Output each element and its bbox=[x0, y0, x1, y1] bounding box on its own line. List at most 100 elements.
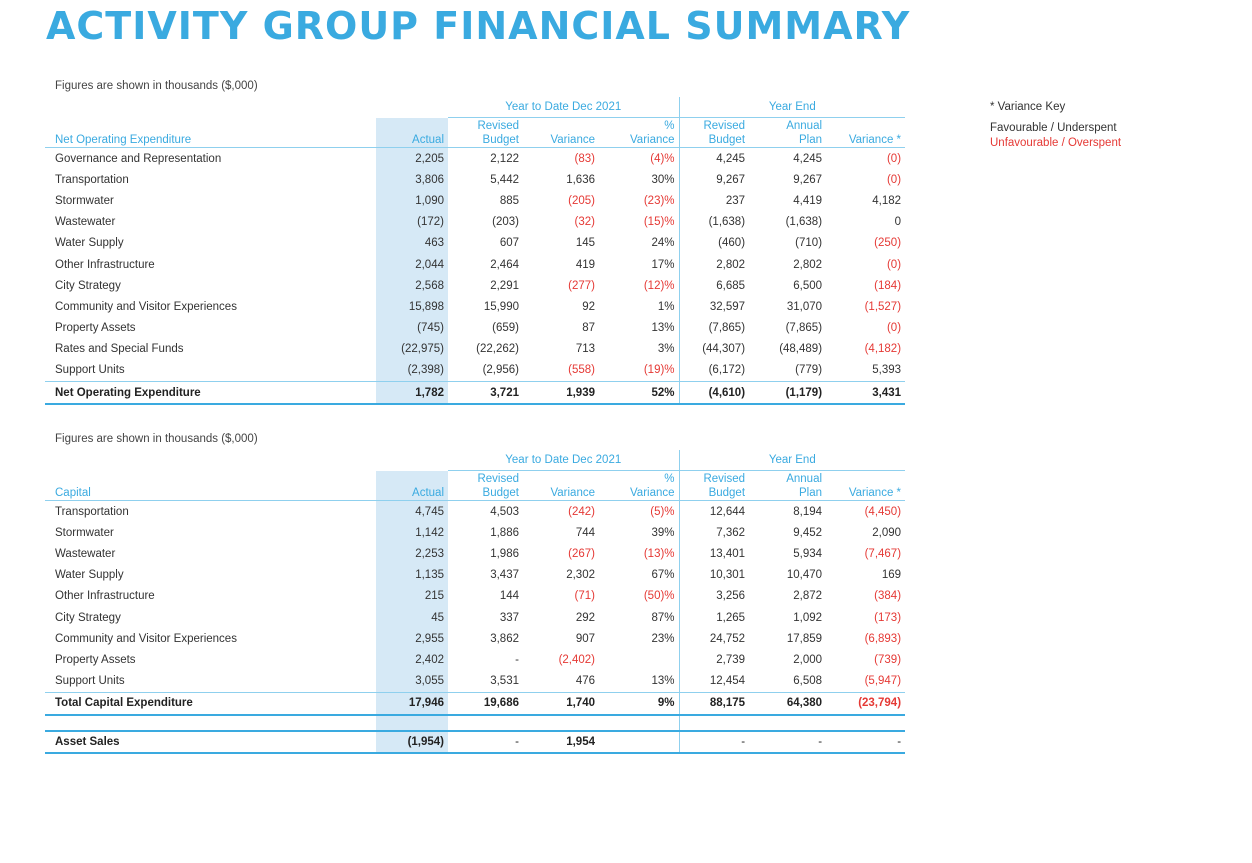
spacer-cell bbox=[826, 715, 905, 731]
cell-annual-plan: 2,000 bbox=[793, 653, 823, 666]
row-label: Support Units bbox=[55, 675, 125, 688]
cell-ye-rev-budget: (44,307) bbox=[678, 338, 750, 360]
cell-pct: (4)% bbox=[650, 152, 675, 165]
cell-ye-variance: (7,467) bbox=[864, 547, 902, 560]
header-revised: Revised bbox=[477, 473, 519, 485]
cell-rev-budget: - bbox=[515, 653, 519, 666]
row-label: Other Infrastructure bbox=[55, 258, 155, 271]
total-row: Total Capital Expenditure 17,946 19,686 1,7… bbox=[45, 691, 906, 716]
cell-annual-plan: 9,452 bbox=[793, 526, 823, 539]
row-label: Stormwater bbox=[55, 194, 114, 207]
header-revised: Revised bbox=[477, 120, 519, 132]
cell-pct: 9% bbox=[599, 691, 680, 716]
cell-variance: (71) bbox=[574, 590, 595, 603]
cell-actual: 17,946 bbox=[376, 691, 448, 716]
header-pct: % bbox=[664, 473, 675, 485]
cell-actual: 3,055 bbox=[376, 670, 448, 693]
header-annual: Annual bbox=[786, 120, 823, 132]
cell-annual-plan: 2,802 bbox=[793, 258, 823, 271]
header-variance-star: Variance * bbox=[826, 486, 906, 501]
header-revised: Revised bbox=[678, 470, 750, 486]
cell-rev-budget: 2,464 bbox=[490, 258, 519, 271]
cell-ye-rev-budget: 9,267 bbox=[678, 169, 750, 191]
cell-variance: 1,740 bbox=[523, 691, 599, 716]
cell-ye-rev-budget: 6,685 bbox=[678, 275, 750, 297]
cell-rev-budget: 607 bbox=[499, 237, 519, 250]
cell-variance: 419 bbox=[575, 258, 595, 271]
spacer-cell bbox=[448, 715, 523, 731]
asset-sales-row: Asset Sales (1,954) -1,954- - - bbox=[45, 729, 906, 754]
cell-rev-budget: 19,686 bbox=[448, 691, 523, 716]
cell-actual: 463 bbox=[376, 232, 448, 254]
row-label: Transportation bbox=[55, 173, 129, 186]
cell-actual: 2,253 bbox=[376, 543, 448, 565]
capital-expenditure-table: Year to Date Dec 2021 Year End Revised %… bbox=[45, 450, 906, 754]
ytd-group-header: Year to Date Dec 2021 bbox=[448, 450, 680, 471]
cell-rev-budget: 2,122 bbox=[490, 152, 519, 165]
cell-ye-variance: 5,393 bbox=[872, 364, 902, 377]
header-pct: % bbox=[664, 120, 675, 132]
cell-ye-variance: (250) bbox=[874, 237, 902, 250]
cell-rev-budget: 885 bbox=[499, 194, 519, 207]
cell-ye-variance: 4,182 bbox=[872, 194, 902, 207]
row-label: City Strategy bbox=[55, 279, 121, 292]
page-title: ACTIVITY GROUP FINANCIAL SUMMARY bbox=[46, 4, 911, 48]
cell-ye-variance: (184) bbox=[874, 279, 902, 292]
cell-variance: (83) bbox=[574, 152, 595, 165]
cell-variance: (32) bbox=[574, 216, 595, 229]
row-label: Other Infrastructure bbox=[55, 590, 155, 603]
cell-annual-plan: 4,245 bbox=[793, 152, 823, 165]
cell-rev-budget: - bbox=[448, 729, 523, 754]
table-row: Community and Visitor Experiences 15,898 1… bbox=[45, 296, 905, 318]
cell-variance: (242) bbox=[568, 505, 595, 518]
cell-annual-plan: 6,500 bbox=[793, 279, 823, 292]
row-label: Rates and Special Funds bbox=[55, 343, 184, 356]
cell-actual: 2,955 bbox=[376, 628, 448, 650]
cell-ye-variance: - bbox=[826, 729, 906, 754]
table-row: City Strategy 2,568 2,291 (277) (12)% 6,685 6,… bbox=[45, 275, 905, 297]
cell-actual: (745) bbox=[376, 317, 448, 339]
cell-pct: 24% bbox=[651, 237, 675, 250]
cell-pct: 3% bbox=[657, 343, 675, 356]
cell-ye-rev-budget: 237 bbox=[678, 190, 750, 212]
cell-variance: 1,636 bbox=[566, 173, 595, 186]
cell-ye-variance: 0 bbox=[894, 216, 902, 229]
cell-actual: (2,398) bbox=[376, 359, 448, 382]
row-label: Stormwater bbox=[55, 526, 114, 539]
cell-variance: (205) bbox=[568, 194, 595, 207]
cell-variance: (558) bbox=[568, 364, 595, 377]
cell-annual-plan: (1,179) bbox=[749, 381, 827, 406]
cell-ye-variance: (1,527) bbox=[864, 300, 902, 313]
cell-actual: 2,568 bbox=[376, 275, 448, 297]
cell-pct: 23% bbox=[651, 632, 675, 645]
cell-variance: 2,302 bbox=[566, 569, 595, 582]
cell-ye-variance: (5,947) bbox=[864, 675, 902, 688]
cell-pct: (12)% bbox=[643, 279, 675, 292]
header-actual: Actual bbox=[376, 486, 448, 501]
spacer-cell bbox=[376, 714, 448, 731]
cell-ye-variance: (4,182) bbox=[864, 343, 902, 356]
cell-actual: 15,898 bbox=[376, 296, 448, 318]
spacer-cell bbox=[523, 715, 599, 731]
header-budget: Budget bbox=[448, 486, 523, 501]
cell-rev-budget: 2,291 bbox=[490, 279, 519, 292]
cell-pct: (15)% bbox=[643, 216, 675, 229]
row-label: Support Units bbox=[55, 364, 125, 377]
table-row: Community and Visitor Experiences 2,955 3,… bbox=[45, 628, 905, 650]
header-variance: Variance bbox=[523, 486, 599, 501]
cell-ye-rev-budget: 32,597 bbox=[678, 296, 750, 318]
cell-ye-variance: 169 bbox=[881, 569, 902, 582]
year-end-group-header: Year End bbox=[678, 97, 906, 118]
cell-annual-plan: 6,508 bbox=[793, 675, 823, 688]
table-row: Wastewater (172) (203) (32) (15)% (1,638) (1,6… bbox=[45, 211, 905, 233]
table-row: Wastewater 2,253 1,986 (267) (13)% 13,401 5,93… bbox=[45, 543, 905, 565]
cell-actual: (22,975) bbox=[376, 338, 448, 360]
cell-rev-budget: (203) bbox=[492, 216, 519, 229]
cell-actual: 2,205 bbox=[376, 147, 448, 170]
cell-actual: 45 bbox=[376, 606, 448, 629]
table-row: Support Units 3,055 3,531 476 13% 12,454 6,508… bbox=[45, 670, 905, 693]
cell-variance: 907 bbox=[575, 632, 595, 645]
cell-ye-rev-budget: 24,752 bbox=[678, 628, 750, 650]
cell-variance: 145 bbox=[575, 237, 595, 250]
row-label: Total Capital Expenditure bbox=[45, 691, 376, 716]
